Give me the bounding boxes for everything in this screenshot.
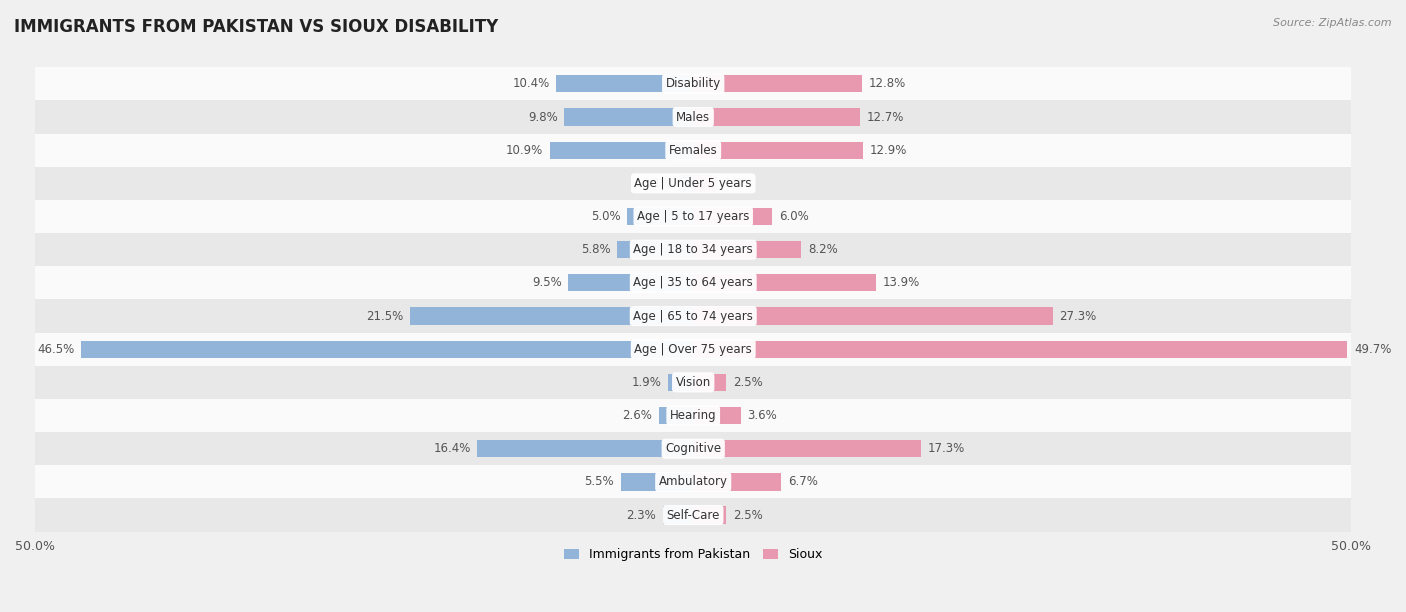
Bar	[693, 374, 725, 391]
Bar	[564, 108, 693, 125]
Bar	[693, 341, 1347, 358]
FancyBboxPatch shape	[35, 498, 1351, 532]
Text: 12.9%: 12.9%	[870, 144, 907, 157]
Text: 5.0%: 5.0%	[591, 210, 621, 223]
Text: 2.5%: 2.5%	[733, 376, 762, 389]
Text: 6.7%: 6.7%	[787, 476, 818, 488]
Bar	[693, 274, 876, 291]
Text: 9.5%: 9.5%	[531, 277, 561, 289]
Bar	[693, 407, 741, 424]
Text: Age | Under 5 years: Age | Under 5 years	[634, 177, 752, 190]
Text: Age | Over 75 years: Age | Over 75 years	[634, 343, 752, 356]
Text: Vision: Vision	[676, 376, 711, 389]
Text: 1.1%: 1.1%	[643, 177, 672, 190]
Bar	[664, 506, 693, 524]
FancyBboxPatch shape	[35, 299, 1351, 333]
Bar	[693, 241, 801, 258]
Text: Males: Males	[676, 111, 710, 124]
Bar	[693, 108, 860, 125]
Text: Cognitive: Cognitive	[665, 442, 721, 455]
Text: Age | 5 to 17 years: Age | 5 to 17 years	[637, 210, 749, 223]
Text: 46.5%: 46.5%	[37, 343, 75, 356]
Text: 1.8%: 1.8%	[724, 177, 754, 190]
FancyBboxPatch shape	[35, 399, 1351, 432]
Bar	[557, 75, 693, 92]
Text: 1.9%: 1.9%	[631, 376, 662, 389]
Text: 5.5%: 5.5%	[585, 476, 614, 488]
Text: Source: ZipAtlas.com: Source: ZipAtlas.com	[1274, 18, 1392, 28]
Bar	[668, 374, 693, 391]
Text: 17.3%: 17.3%	[928, 442, 965, 455]
Bar	[617, 241, 693, 258]
Text: Disability: Disability	[665, 77, 721, 91]
Bar	[693, 473, 782, 490]
Text: Ambulatory: Ambulatory	[659, 476, 728, 488]
Text: 9.8%: 9.8%	[527, 111, 558, 124]
Text: Age | 18 to 34 years: Age | 18 to 34 years	[633, 243, 754, 256]
Text: 2.3%: 2.3%	[627, 509, 657, 521]
FancyBboxPatch shape	[35, 100, 1351, 133]
FancyBboxPatch shape	[35, 266, 1351, 299]
FancyBboxPatch shape	[35, 67, 1351, 100]
Legend: Immigrants from Pakistan, Sioux: Immigrants from Pakistan, Sioux	[560, 543, 827, 566]
Bar	[693, 75, 862, 92]
FancyBboxPatch shape	[35, 333, 1351, 366]
Bar	[693, 440, 921, 457]
FancyBboxPatch shape	[35, 167, 1351, 200]
Bar	[82, 341, 693, 358]
Text: IMMIGRANTS FROM PAKISTAN VS SIOUX DISABILITY: IMMIGRANTS FROM PAKISTAN VS SIOUX DISABI…	[14, 18, 498, 36]
Bar	[411, 307, 693, 324]
Text: 21.5%: 21.5%	[367, 310, 404, 323]
Text: 8.2%: 8.2%	[808, 243, 838, 256]
Text: 13.9%: 13.9%	[883, 277, 920, 289]
Text: Self-Care: Self-Care	[666, 509, 720, 521]
Text: 12.8%: 12.8%	[869, 77, 905, 91]
Bar	[550, 141, 693, 159]
Bar	[568, 274, 693, 291]
Bar	[621, 473, 693, 490]
Text: 2.6%: 2.6%	[623, 409, 652, 422]
Text: 49.7%: 49.7%	[1354, 343, 1392, 356]
Text: 10.9%: 10.9%	[506, 144, 543, 157]
Text: 2.5%: 2.5%	[733, 509, 762, 521]
Bar	[659, 407, 693, 424]
FancyBboxPatch shape	[35, 432, 1351, 465]
Bar	[693, 141, 863, 159]
Text: 5.8%: 5.8%	[581, 243, 610, 256]
FancyBboxPatch shape	[35, 233, 1351, 266]
Text: 3.6%: 3.6%	[747, 409, 778, 422]
FancyBboxPatch shape	[35, 133, 1351, 167]
FancyBboxPatch shape	[35, 200, 1351, 233]
Bar	[477, 440, 693, 457]
Text: 16.4%: 16.4%	[433, 442, 471, 455]
Bar	[693, 175, 717, 192]
Text: Hearing: Hearing	[669, 409, 717, 422]
Bar	[679, 175, 693, 192]
Bar	[693, 506, 725, 524]
Text: Age | 65 to 74 years: Age | 65 to 74 years	[633, 310, 754, 323]
Text: 12.7%: 12.7%	[868, 111, 904, 124]
Bar	[693, 307, 1053, 324]
Bar	[627, 208, 693, 225]
FancyBboxPatch shape	[35, 366, 1351, 399]
FancyBboxPatch shape	[35, 465, 1351, 498]
Text: 6.0%: 6.0%	[779, 210, 808, 223]
Text: 10.4%: 10.4%	[512, 77, 550, 91]
Text: Females: Females	[669, 144, 717, 157]
Bar	[693, 208, 772, 225]
Text: Age | 35 to 64 years: Age | 35 to 64 years	[633, 277, 754, 289]
Text: 27.3%: 27.3%	[1059, 310, 1097, 323]
